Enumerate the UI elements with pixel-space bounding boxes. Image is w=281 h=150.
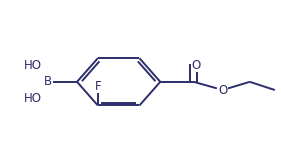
Text: HO: HO (24, 59, 42, 72)
Text: B: B (44, 75, 52, 88)
Text: HO: HO (24, 92, 42, 105)
Text: O: O (218, 84, 227, 96)
Text: O: O (191, 59, 200, 72)
Text: F: F (94, 80, 101, 93)
